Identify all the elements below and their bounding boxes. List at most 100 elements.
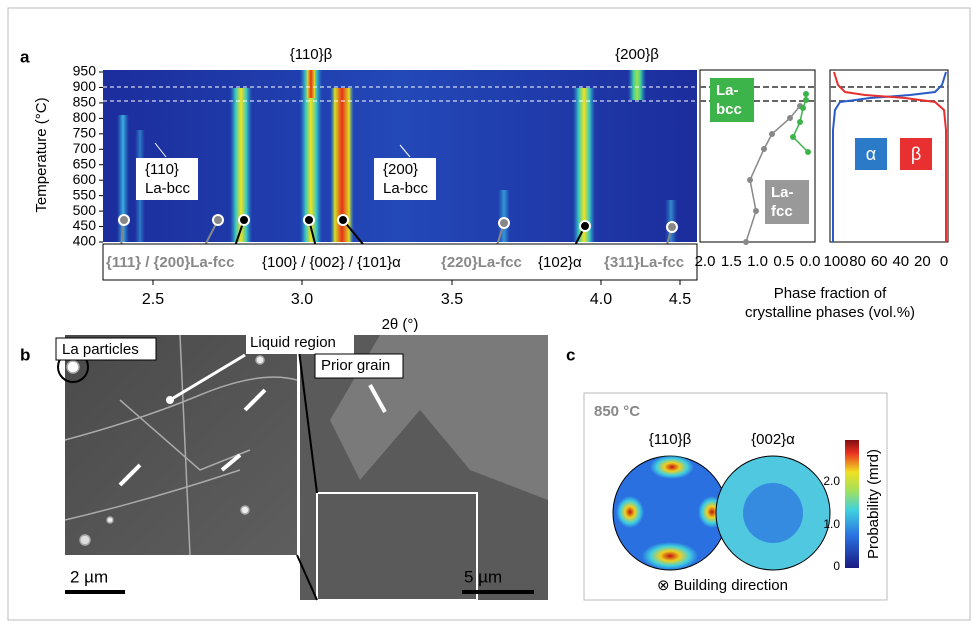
y-tick-label: 850 xyxy=(73,94,97,110)
x-tick-label: 3.5 xyxy=(441,291,463,308)
reflection-label: {311}La-fcc xyxy=(604,254,684,271)
reflection-label: {102}α xyxy=(538,254,582,271)
scale-bar-label: 5 µm xyxy=(464,567,502,586)
shape xyxy=(580,221,590,231)
colorbar-tick: 0 xyxy=(833,559,840,573)
tick-label: 1.0 xyxy=(747,253,768,270)
y-tick-label: 400 xyxy=(73,233,97,249)
peak-label: {110}β xyxy=(290,46,333,63)
x-tick-label: 4.0 xyxy=(590,291,612,308)
x-tick-label: 4.5 xyxy=(669,291,691,308)
annotation: Prior grain xyxy=(321,357,390,374)
shape xyxy=(80,535,90,545)
shape xyxy=(805,149,811,155)
shape xyxy=(107,517,113,523)
shape xyxy=(239,215,249,225)
tick-label: 20 xyxy=(914,253,931,270)
phase-label: La- xyxy=(771,184,794,201)
scale-bar xyxy=(462,590,534,594)
y-axis-label: Temperature (°C) xyxy=(33,97,50,212)
x-axis-label: 2θ (°) xyxy=(382,316,419,333)
shape xyxy=(790,134,796,140)
y-tick-label: 800 xyxy=(73,109,97,125)
shape xyxy=(803,97,809,103)
colorbar-label: Probability (mrd) xyxy=(865,449,882,559)
temperature: 850 °C xyxy=(594,403,640,420)
colorbar-tick: 1.0 xyxy=(823,517,840,531)
colorbar xyxy=(845,440,859,568)
axis-label: Phase fraction of xyxy=(774,285,887,302)
tick-label: 0 xyxy=(940,253,948,270)
y-tick-label: 600 xyxy=(73,171,97,187)
x-tick-label: 3.0 xyxy=(291,291,313,308)
shape xyxy=(803,91,809,97)
phase-label: β xyxy=(911,144,921,164)
heatmap xyxy=(103,70,697,242)
inset-label: {200} xyxy=(383,161,418,178)
y-tick-label: 950 xyxy=(73,63,97,79)
shape xyxy=(573,88,595,242)
pole-figure-title: {002}α xyxy=(751,431,795,448)
leader-dot xyxy=(166,396,174,404)
y-tick-label: 500 xyxy=(73,202,97,218)
scale-bar xyxy=(65,590,125,594)
shape xyxy=(787,115,793,121)
phase-label: La- xyxy=(716,82,739,99)
tick-label: 0.5 xyxy=(773,253,794,270)
shape xyxy=(800,105,806,111)
annotation: Liquid region xyxy=(250,334,336,351)
figure: a Temperature (°C) 950900850800750700650… xyxy=(0,0,978,627)
shape xyxy=(667,222,677,232)
shape xyxy=(241,506,249,514)
shape xyxy=(650,455,694,479)
reflection-label: {220}La-fcc xyxy=(441,254,522,271)
axis-label: crystalline phases (vol.%) xyxy=(745,304,915,321)
footer: ⊗ Building direction xyxy=(657,577,788,594)
shape xyxy=(628,70,646,100)
tick-label: 80 xyxy=(849,253,866,270)
y-tick-label: 900 xyxy=(73,78,97,94)
shape xyxy=(797,119,803,125)
shape xyxy=(338,215,348,225)
tick-label: 40 xyxy=(892,253,909,270)
pole-figure-title: {110}β xyxy=(649,431,692,448)
reflection-label: {100} / {002} / {101}α xyxy=(262,254,401,271)
tick-label: 100 xyxy=(823,253,848,270)
shape xyxy=(743,239,749,245)
tick-label: 0.0 xyxy=(800,253,821,270)
colorbar-tick: 2.0 xyxy=(823,474,840,488)
y-tick-label: 550 xyxy=(73,186,97,202)
reflection-label: {111} / {200}La-fcc xyxy=(106,254,234,271)
shape xyxy=(753,208,759,214)
inset-label: La-bcc xyxy=(145,180,191,197)
shape xyxy=(499,218,509,228)
shape xyxy=(642,542,698,570)
pole-center xyxy=(743,483,803,543)
shape xyxy=(304,215,314,225)
left-ticks: 2.0 1.5 1.0 0.5 0.0 xyxy=(695,253,821,270)
y-tick-label: 450 xyxy=(73,217,97,233)
inset-label: {110} xyxy=(145,161,179,178)
shape xyxy=(305,70,317,98)
annotation: La particles xyxy=(62,341,139,358)
phase-label: α xyxy=(866,144,876,164)
y-ticks: 950900850800750700650600550500450400 xyxy=(73,63,103,249)
shape xyxy=(665,200,677,242)
shape xyxy=(119,215,129,225)
panel-label: c xyxy=(566,345,575,364)
peak-label: {200}β xyxy=(615,46,659,63)
shape xyxy=(256,356,264,364)
scale-bar-label: 2 µm xyxy=(70,567,108,586)
shape xyxy=(616,496,644,528)
tick-label: 1.5 xyxy=(721,253,742,270)
shape xyxy=(747,177,753,183)
shape xyxy=(67,361,79,373)
shape xyxy=(769,131,775,137)
panel-label: a xyxy=(20,47,30,66)
shape xyxy=(213,215,223,225)
inset-label: La-bcc xyxy=(383,180,429,197)
tick-label: 2.0 xyxy=(695,253,716,270)
tick-label: 60 xyxy=(871,253,888,270)
